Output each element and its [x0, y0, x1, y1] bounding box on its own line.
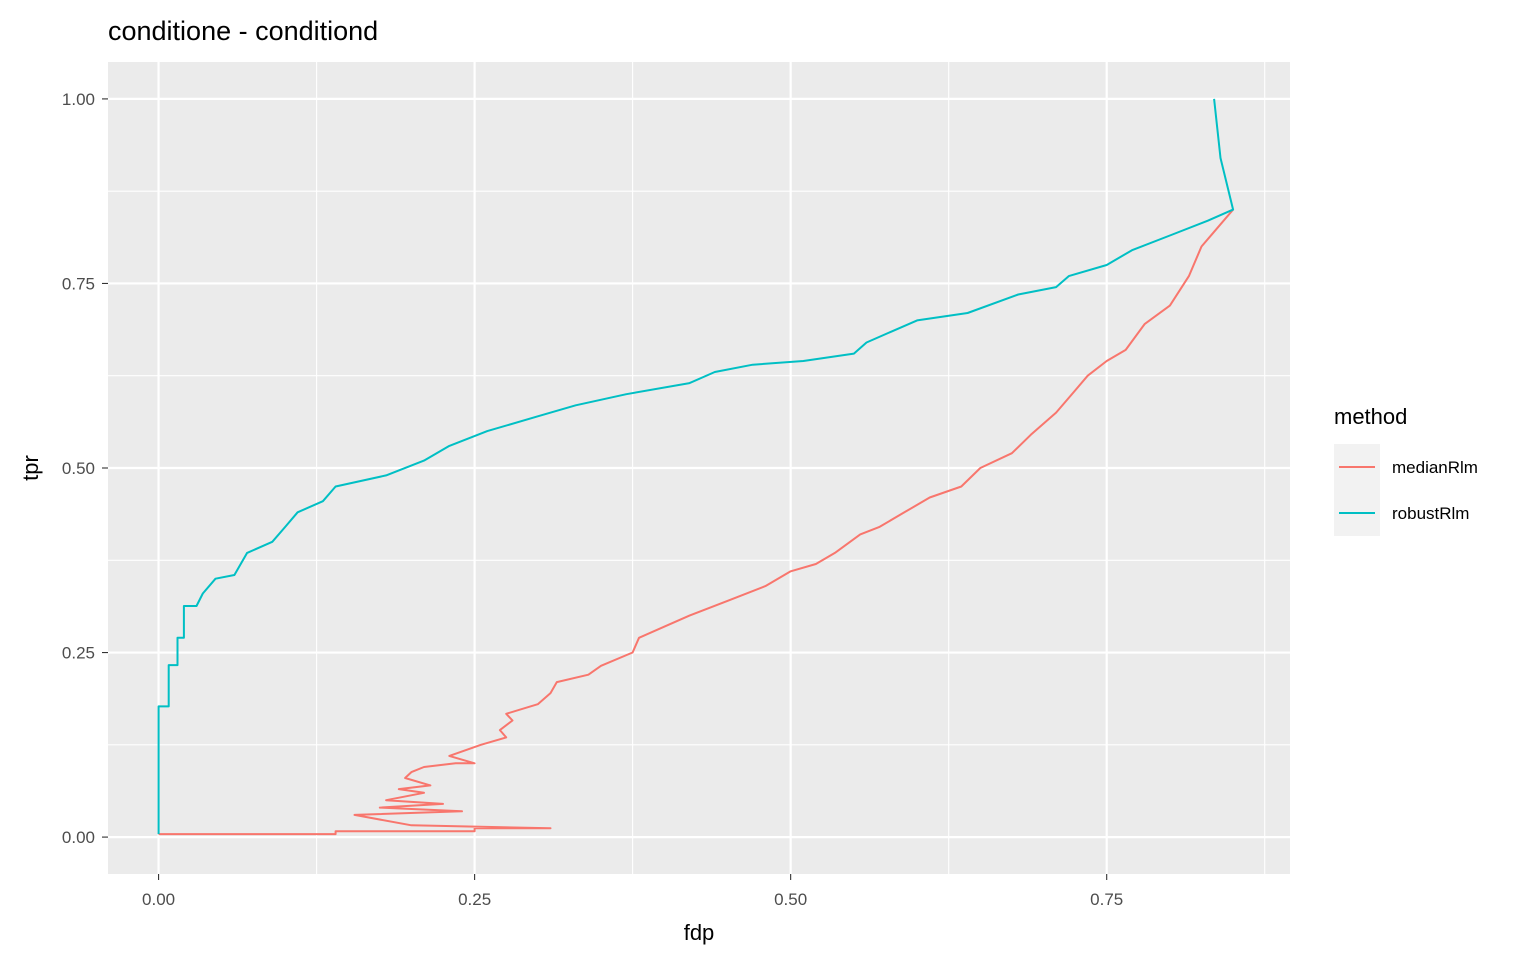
legend-label-medianRlm: medianRlm [1392, 458, 1478, 477]
y-tick-label: 0.75 [62, 274, 95, 293]
y-axis-title: tpr [18, 455, 43, 481]
x-tick-label: 0.25 [458, 890, 491, 909]
chart-title: conditione - conditiond [108, 16, 378, 46]
y-tick-label: 0.50 [62, 459, 95, 478]
legend-label-robustRlm: robustRlm [1392, 504, 1469, 523]
legend-title: method [1334, 404, 1407, 429]
y-axis: 0.00 0.25 0.50 0.75 1.00 [62, 90, 108, 847]
x-tick-label: 0.50 [774, 890, 807, 909]
series-line-robustRlm [157, 98, 1235, 835]
y-tick-label: 0.00 [62, 828, 95, 847]
x-axis: 0.00 0.25 0.50 0.75 [142, 874, 1123, 909]
grid-lines [108, 62, 1290, 874]
y-tick-label: 0.25 [62, 644, 95, 663]
x-tick-label: 0.00 [142, 890, 175, 909]
legend: method medianRlm robustRlm [1334, 404, 1478, 536]
x-axis-title: fdp [684, 920, 715, 945]
series-lines [157, 98, 1235, 836]
x-tick-label: 0.75 [1090, 890, 1123, 909]
y-tick-label: 1.00 [62, 90, 95, 109]
series-line-medianRlm [158, 208, 1234, 836]
